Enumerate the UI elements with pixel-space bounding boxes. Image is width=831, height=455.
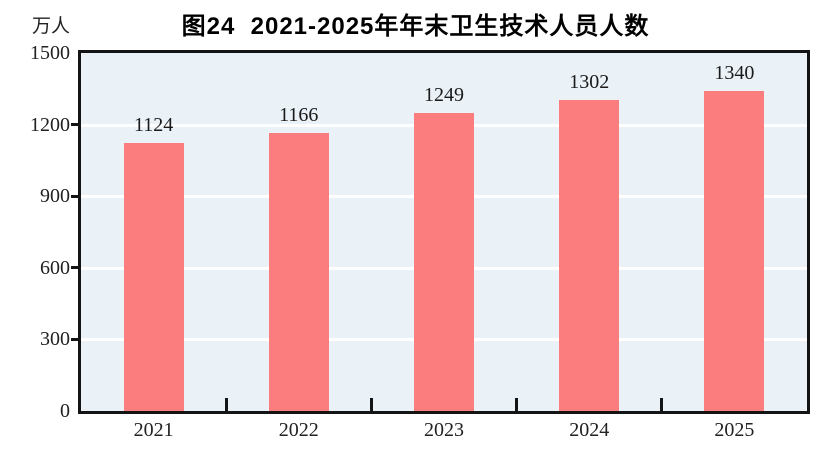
y-axis-tick	[71, 266, 78, 270]
x-axis-category-label: 2025	[714, 419, 755, 441]
x-axis-tick	[660, 398, 664, 411]
x-axis-tick	[369, 398, 373, 411]
bar-value-label: 1124	[133, 113, 174, 136]
bar-2021	[123, 142, 184, 411]
bar-value-label: 1340	[714, 62, 755, 85]
x-axis-category-label: 2024	[569, 419, 610, 441]
y-axis-tick-label: 0	[60, 400, 70, 422]
bar-2024	[559, 100, 620, 411]
y-axis-tick-label: 1200	[30, 113, 70, 136]
x-axis-tick	[515, 398, 519, 411]
y-axis-tick	[71, 123, 78, 127]
y-axis-tick-label: 900	[40, 185, 70, 208]
x-axis-category-label: 2022	[278, 419, 319, 441]
y-axis-unit-label: 万人	[31, 16, 70, 37]
bar-2022	[268, 132, 329, 411]
y-axis-tick-label: 300	[40, 328, 70, 351]
y-axis-tick-label: 1500	[30, 42, 70, 64]
bar-value-label: 1249	[424, 83, 464, 106]
x-axis-labels: 2021 2022 2023 2024 2025	[81, 417, 807, 443]
y-axis-tick	[71, 194, 78, 198]
bar-value-label: 1166	[279, 103, 319, 126]
x-axis-category-label: 2021	[133, 419, 174, 441]
bar-2023	[414, 112, 474, 411]
bar-value-label: 1302	[569, 71, 610, 94]
bar-2025	[704, 91, 765, 411]
x-axis-category-label: 2023	[423, 419, 464, 441]
plot-area: 1124 1166 1249 1302 1340	[78, 50, 810, 414]
x-axis-tick	[224, 398, 228, 411]
y-axis-tick	[71, 337, 78, 341]
chart-title: 图24 2021-2025年年末卫生技术人员人数	[181, 13, 650, 40]
y-axis-tick-label: 600	[40, 256, 70, 279]
